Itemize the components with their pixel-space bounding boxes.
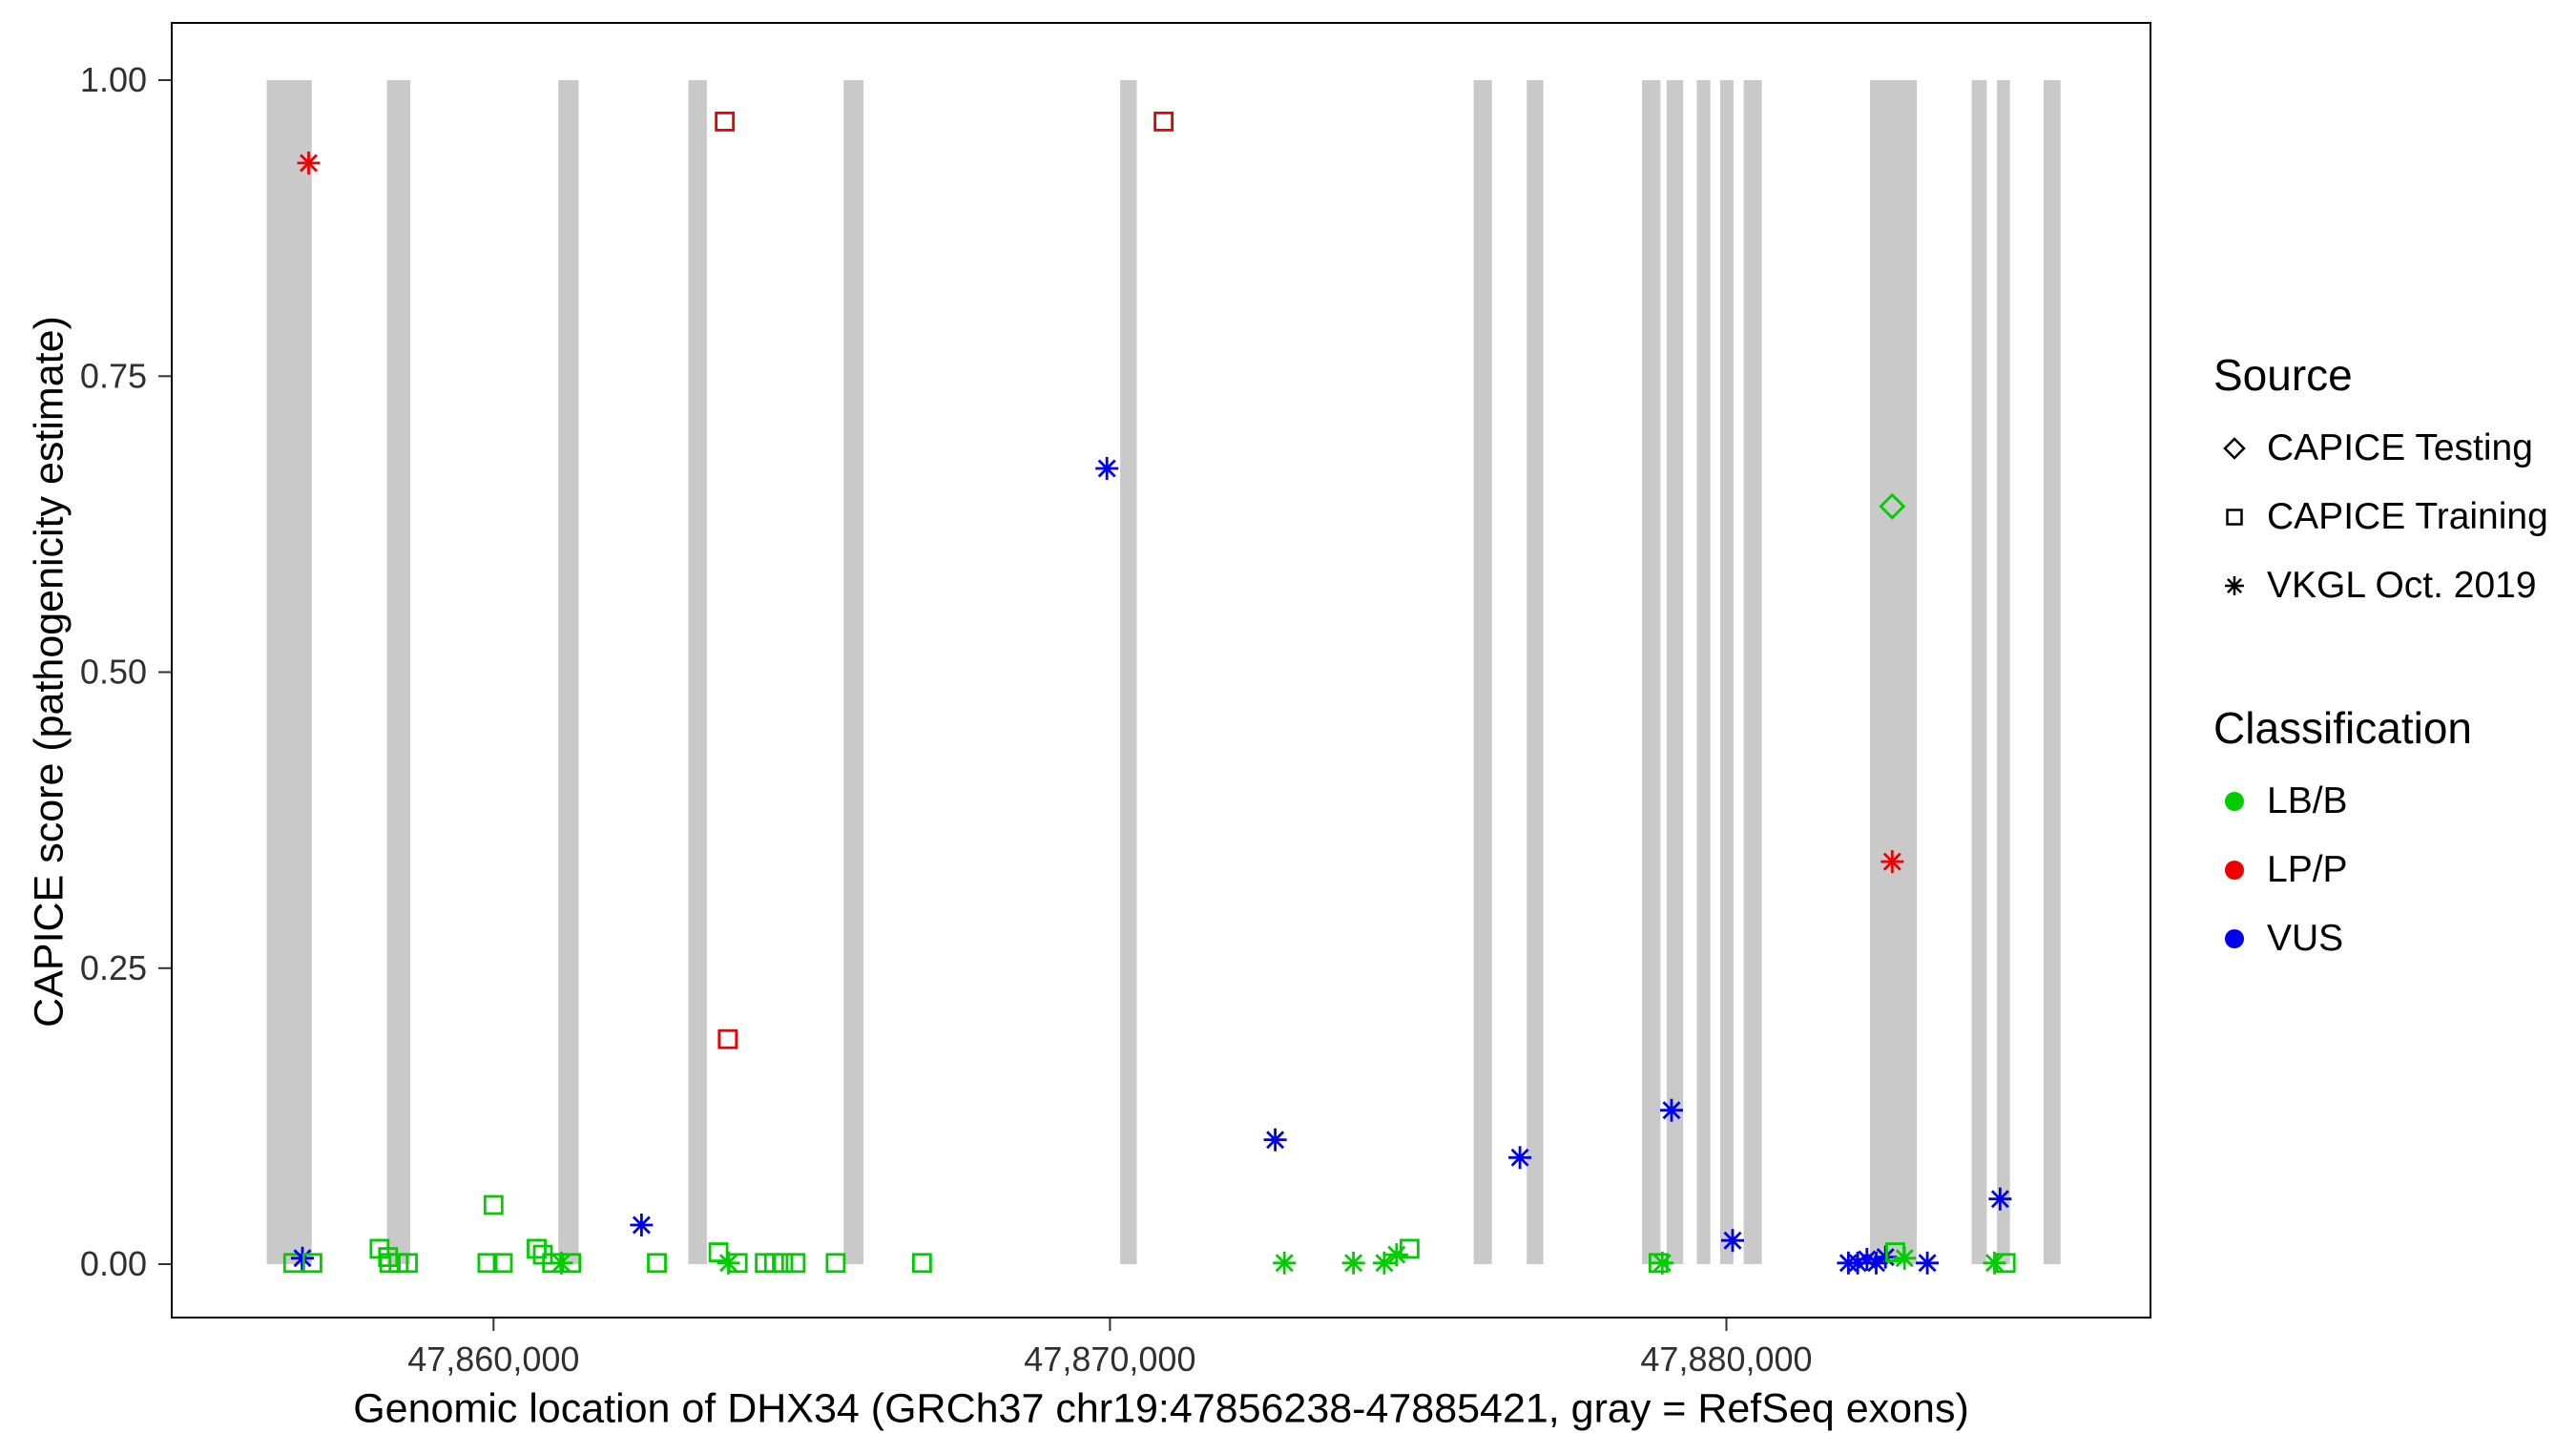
data-point xyxy=(297,151,321,175)
legend-item-label: VUS xyxy=(2267,918,2344,959)
data-point xyxy=(1855,1248,1879,1271)
data-point xyxy=(1651,1251,1674,1275)
data-point xyxy=(715,112,735,132)
data-point xyxy=(1879,492,1906,520)
legend-item-label: LB/B xyxy=(2267,780,2348,821)
x-axis-tick-label: 47,860,000 xyxy=(407,1340,579,1379)
y-axis-tick-label: 1.00 xyxy=(80,60,147,99)
data-point xyxy=(630,1214,654,1236)
panel-border xyxy=(171,22,2151,1319)
exon-bar xyxy=(386,80,411,1264)
data-point xyxy=(1721,1229,1744,1253)
square-icon xyxy=(2226,509,2243,526)
y-axis-tick-label: 0.75 xyxy=(80,356,147,395)
data-point xyxy=(717,1028,738,1049)
data-point xyxy=(1660,1098,1683,1122)
legend-title-classification: Classification xyxy=(2213,703,2472,753)
data-point xyxy=(483,1194,504,1215)
data-point xyxy=(1372,1251,1396,1275)
x-axis-tick-label: 47,880,000 xyxy=(1640,1340,1812,1379)
legend-item-label: CAPICE Training xyxy=(2267,496,2548,537)
exon-bar xyxy=(2043,80,2061,1264)
legend-item-capice-training: CAPICE Training xyxy=(2213,483,2548,551)
data-point xyxy=(727,1253,748,1274)
data-point xyxy=(1341,1251,1365,1275)
data-point xyxy=(912,1253,932,1274)
legend-item-label: CAPICE Testing xyxy=(2267,427,2533,468)
exon-bar xyxy=(1120,80,1137,1264)
legend-item-vkgl-oct-2019: VKGL Oct. 2019 xyxy=(2213,551,2548,620)
data-point xyxy=(1880,850,1904,874)
legend-item-lp-p: LP/P xyxy=(2213,836,2548,904)
exon-bar xyxy=(1720,80,1734,1264)
exon-bar xyxy=(1666,80,1684,1264)
data-point xyxy=(1400,1238,1420,1259)
data-point xyxy=(773,1253,794,1274)
y-axis-title: CAPICE score (pathogenicity estimate) xyxy=(26,316,73,1028)
data-point xyxy=(1995,1253,2016,1274)
diamond-icon xyxy=(2223,437,2246,460)
data-point xyxy=(492,1253,513,1274)
data-point xyxy=(398,1253,418,1274)
legend-item-capice-testing: CAPICE Testing xyxy=(2213,414,2548,483)
exon-bar xyxy=(1997,80,2010,1264)
legend-title-source: Source xyxy=(2213,350,2353,400)
y-axis-tick-label: 0.00 xyxy=(80,1244,147,1283)
data-point xyxy=(1153,112,1174,132)
y-axis-tick-label: 0.50 xyxy=(80,653,147,692)
exon-bar xyxy=(1870,80,1918,1264)
exon-bar xyxy=(1971,80,1987,1264)
y-axis-tick-label: 0.25 xyxy=(80,948,147,987)
exon-bar xyxy=(1743,80,1762,1264)
legend-group-source: Source CAPICE Testing CAPICE Training VKGL… xyxy=(2213,349,2548,620)
data-point xyxy=(527,1238,547,1259)
legend-item-vus: VUS xyxy=(2213,904,2548,973)
classification-dot xyxy=(2225,929,2244,948)
data-point xyxy=(1263,1128,1287,1152)
data-point xyxy=(1893,1246,1917,1270)
classification-dot xyxy=(2225,861,2244,880)
x-axis-title: Genomic location of DHX34 (GRCh37 chr19:… xyxy=(353,1385,1969,1432)
legend-item-label: VKGL Oct. 2019 xyxy=(2267,565,2537,606)
asterisk-icon xyxy=(2225,576,2244,595)
classification-dot xyxy=(2225,792,2244,811)
legend-item-lb-b: LB/B xyxy=(2213,767,2548,836)
legend-source-items: CAPICE Testing CAPICE Training VKGL Oct. 2… xyxy=(2213,414,2548,620)
exon-bar xyxy=(688,80,707,1264)
exon-bar xyxy=(1642,80,1661,1264)
data-point xyxy=(301,1253,322,1274)
exon-bar xyxy=(1527,80,1544,1264)
legend-group-classification: Classification LB/B LP/P VUS xyxy=(2213,702,2548,973)
data-point xyxy=(1508,1146,1532,1170)
exon-bar xyxy=(558,80,579,1264)
legend-classification-items: LB/B LP/P VUS xyxy=(2213,767,2548,973)
exon-bar xyxy=(1473,80,1492,1264)
data-point xyxy=(1983,1251,2006,1275)
exon-bar xyxy=(266,80,312,1264)
data-point xyxy=(1273,1251,1297,1275)
exon-bar xyxy=(1696,80,1711,1264)
data-point xyxy=(561,1253,582,1274)
data-point xyxy=(1988,1187,2012,1211)
data-point xyxy=(1846,1251,1870,1275)
data-point xyxy=(1095,457,1119,480)
data-point xyxy=(477,1253,498,1274)
x-axis-tick-label: 47,870,000 xyxy=(1024,1340,1195,1379)
data-point xyxy=(1384,1243,1408,1267)
data-point xyxy=(825,1253,846,1274)
legend: Source CAPICE Testing CAPICE Training VKGL… xyxy=(2213,349,2548,973)
legend-item-label: LP/P xyxy=(2267,849,2348,890)
exon-bar xyxy=(843,80,863,1264)
data-point xyxy=(647,1253,667,1274)
data-point xyxy=(785,1253,806,1274)
data-point xyxy=(1916,1251,1940,1275)
